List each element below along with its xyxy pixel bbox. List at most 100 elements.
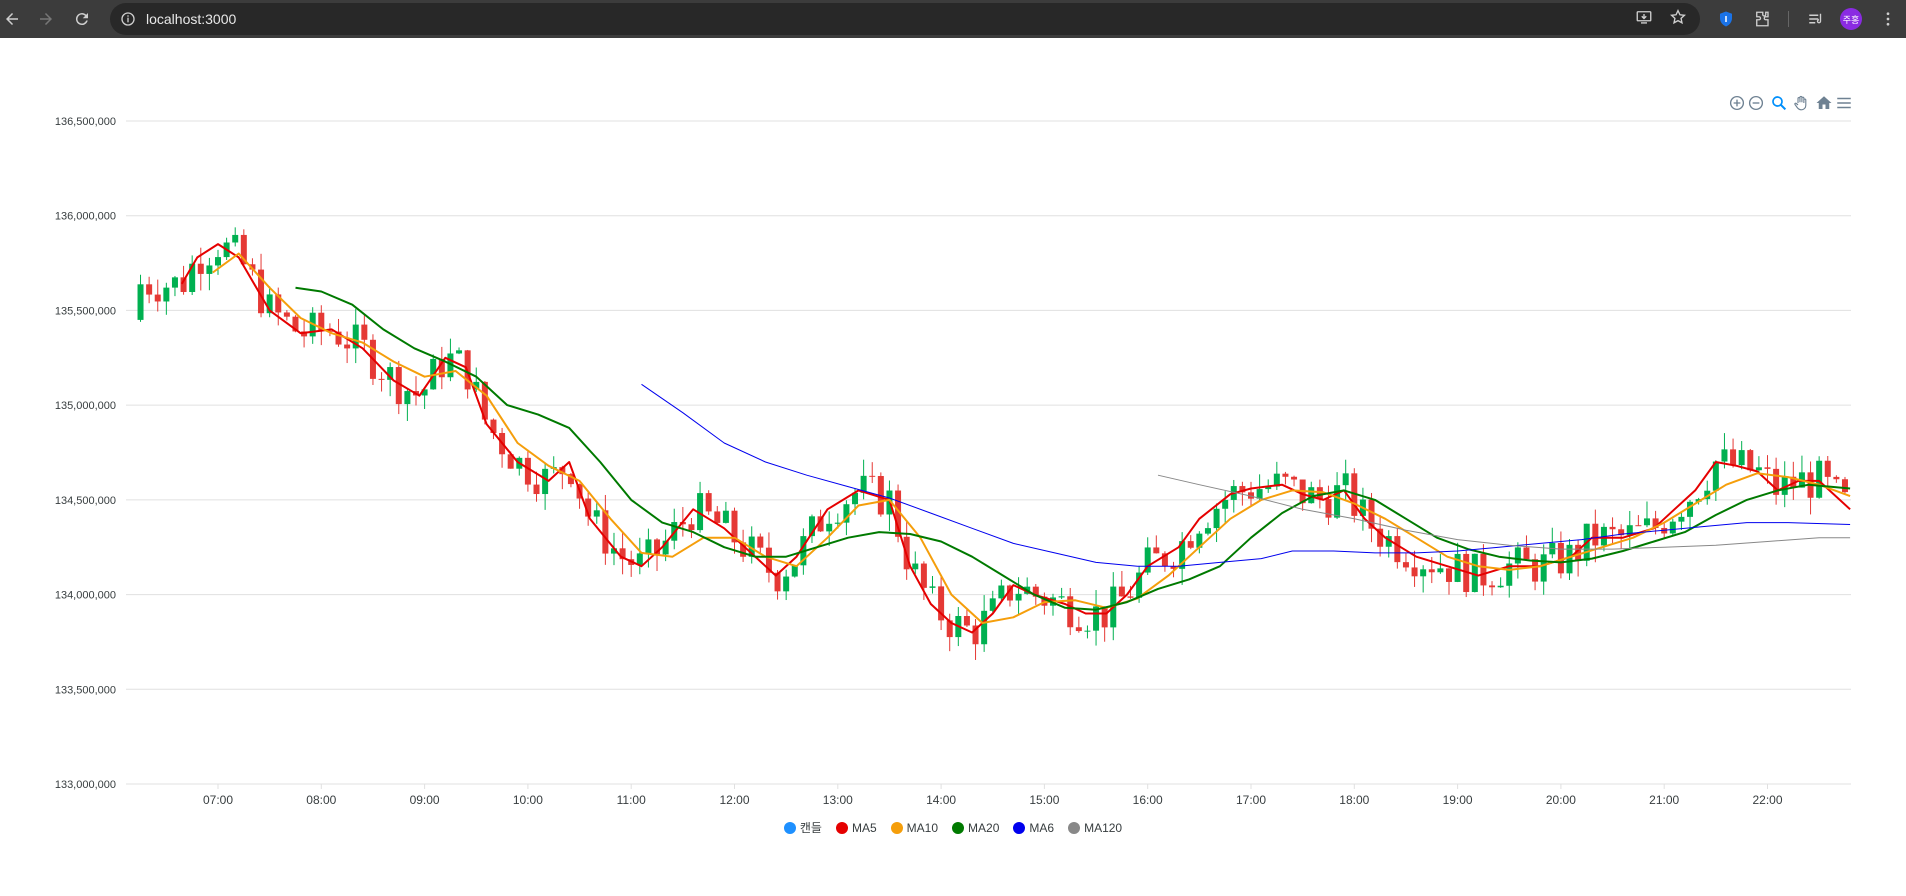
x-tick-label: 16:00 <box>1133 793 1163 807</box>
grid-lines <box>126 120 1851 785</box>
legend-candle[interactable]: 캔들 <box>783 819 822 836</box>
candle-body <box>1368 499 1375 529</box>
reset-home-icon[interactable] <box>1814 93 1834 113</box>
x-tick-label: 07:00 <box>203 793 233 807</box>
candle-body <box>834 522 841 524</box>
candle-body <box>1773 468 1780 495</box>
candle-body <box>1489 585 1496 588</box>
candle-body <box>189 263 196 293</box>
legend-ma20[interactable]: MA20 <box>952 819 999 836</box>
candle-body <box>1256 489 1263 499</box>
candle-body <box>593 510 600 517</box>
candle-body <box>989 598 996 611</box>
candle-body <box>154 294 161 302</box>
selection-zoom-icon[interactable] <box>1769 93 1789 113</box>
candle-body <box>731 510 738 543</box>
candle-body <box>791 565 798 577</box>
browser-menu-icon[interactable] <box>1878 9 1898 29</box>
candle-body <box>318 312 325 331</box>
pan-icon[interactable] <box>1791 93 1811 113</box>
candle-body <box>843 504 850 523</box>
line-ma120 <box>1157 474 1851 550</box>
legend-ma120-marker <box>1068 821 1081 834</box>
candle-body <box>447 353 454 378</box>
x-tick-label: 15:00 <box>1029 793 1059 807</box>
x-tick-label: 13:00 <box>823 793 853 807</box>
candle-body <box>275 294 282 313</box>
legend-ma20-label: MA20 <box>968 820 1000 835</box>
candle-body <box>378 378 385 380</box>
candle-body <box>662 540 669 555</box>
candle-body <box>1635 525 1642 527</box>
candle-body <box>206 265 213 274</box>
x-axis-labels: 07:00 08:00 09:00 10:00 11:00 12:00 13:00 14:00… <box>203 784 1783 807</box>
y-tick-label: 133,500,000 <box>55 684 116 696</box>
reading-list-icon[interactable] <box>1806 9 1826 29</box>
candle-body <box>912 563 919 570</box>
candle-body <box>929 586 936 588</box>
back-icon[interactable] <box>0 7 24 31</box>
candle-body <box>1239 486 1246 493</box>
candle-body <box>1265 486 1272 490</box>
site-info-icon[interactable] <box>120 11 136 27</box>
candle-body <box>1222 499 1229 509</box>
install-app-icon[interactable] <box>1634 7 1654 27</box>
candle-body <box>783 576 790 592</box>
candle-body <box>705 493 712 512</box>
extensions-icon[interactable] <box>1752 9 1772 29</box>
candle-body <box>1187 541 1194 548</box>
candle-body <box>292 316 299 332</box>
legend-ma10-marker <box>890 821 903 834</box>
candle-body <box>1575 544 1582 561</box>
candle-body <box>1592 523 1599 546</box>
legend-ma10[interactable]: MA10 <box>890 819 939 836</box>
bookmark-star-icon[interactable] <box>1668 7 1688 27</box>
candle-body <box>1747 450 1754 471</box>
legend-ma120[interactable]: MA120 <box>1068 819 1122 836</box>
candle-body <box>946 620 953 638</box>
reload-icon[interactable] <box>70 7 94 31</box>
candle-body <box>972 625 979 645</box>
legend-ma6[interactable]: MA6 <box>1013 819 1054 836</box>
candle-body <box>1308 487 1315 504</box>
candle-body <box>1015 593 1022 601</box>
candle-body <box>1480 553 1487 586</box>
candlestick-chart[interactable]: 133,000,000 133,500,000 134,000,000 134,500… <box>0 38 1906 896</box>
candles <box>137 227 1848 660</box>
candle-body <box>1420 569 1427 577</box>
candle-body <box>249 264 256 270</box>
candle-body <box>361 324 368 340</box>
candle-body <box>542 468 549 495</box>
candle-body <box>507 454 514 469</box>
password-manager-icon[interactable] <box>1716 9 1736 29</box>
forward-icon[interactable] <box>34 7 58 31</box>
legend-ma5[interactable]: MA5 <box>835 819 877 836</box>
legend-ma5-marker <box>835 821 848 834</box>
profile-avatar[interactable]: 주홍 <box>1840 8 1862 30</box>
candle-body <box>344 344 351 349</box>
candle-body <box>1506 563 1513 586</box>
candle-body <box>774 572 781 592</box>
candle-body <box>1514 547 1521 564</box>
candle-body <box>163 287 170 302</box>
address-bar[interactable]: localhost:3000 <box>110 3 1700 35</box>
chart-legend: 캔들 MA5 MA10 MA20 MA6 MA120 <box>0 819 1906 836</box>
candle-body <box>146 284 153 295</box>
candle-body <box>1790 476 1797 488</box>
y-tick-label: 134,500,000 <box>55 495 116 507</box>
candle-body <box>456 350 463 354</box>
legend-ma10-label: MA10 <box>906 820 939 835</box>
candle-body <box>895 490 902 537</box>
zoom-in-icon[interactable] <box>1727 93 1747 113</box>
candle-body <box>1161 553 1168 567</box>
legend-ma120-label: MA120 <box>1084 820 1123 835</box>
candle-body <box>645 539 652 554</box>
y-tick-label: 135,500,000 <box>55 305 116 317</box>
url-text[interactable]: localhost:3000 <box>146 11 237 27</box>
candle-body <box>1841 479 1848 493</box>
candle-body <box>1385 536 1392 547</box>
menu-icon[interactable] <box>1834 93 1854 113</box>
candle-body <box>1032 586 1039 597</box>
zoom-out-icon[interactable] <box>1746 93 1766 113</box>
candle-body <box>1144 547 1151 573</box>
